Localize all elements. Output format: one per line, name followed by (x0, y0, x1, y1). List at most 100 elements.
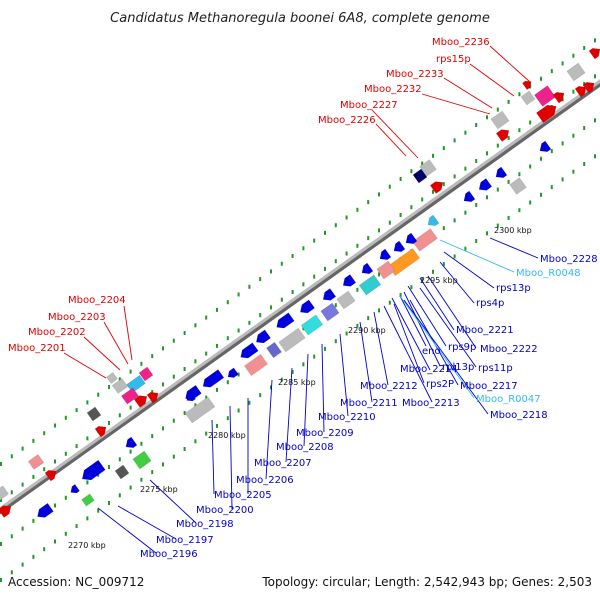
guide-dot (583, 46, 586, 50)
guide-dot (302, 362, 305, 367)
gene-block (539, 140, 552, 153)
guide-dot (572, 169, 575, 174)
guide-dot (496, 223, 499, 228)
gene-label: Mboo_2207 (254, 458, 312, 469)
guide-dot (280, 261, 283, 266)
gene-label: Mboo_R0047 (476, 394, 541, 405)
guide-dot (334, 303, 337, 308)
gene-block (419, 159, 437, 177)
gene-block (552, 91, 565, 104)
leader-line (393, 303, 425, 384)
guide-dot (399, 293, 402, 297)
gene-block (534, 85, 556, 107)
leader-line (373, 311, 389, 386)
gene-block (121, 387, 139, 405)
guide-dot (540, 192, 542, 197)
guide-dot (226, 416, 229, 421)
gene-block (393, 240, 406, 253)
leader-line (97, 507, 157, 554)
tick-label: 2270 kbp (68, 541, 106, 550)
guide-dot (345, 215, 348, 220)
guide-dot (540, 76, 542, 81)
guide-dot (64, 415, 67, 420)
gene-block (522, 80, 532, 90)
guide-dot (356, 323, 359, 328)
gene-block (495, 166, 508, 179)
guide-dot (194, 359, 197, 364)
guide-dot (226, 380, 229, 385)
guide-dot (518, 208, 521, 213)
leader-line (403, 299, 489, 415)
gene-block (133, 395, 148, 408)
guide-dot (550, 185, 553, 190)
gene-label: Mboo_2236 (432, 37, 490, 48)
guide-dot (162, 426, 164, 431)
leader-line (419, 287, 477, 368)
guide-dot (518, 172, 521, 177)
guide-dot (453, 138, 456, 143)
guide-dot (21, 562, 24, 567)
gene-label: Mboo_2201 (8, 343, 66, 354)
guide-dot (378, 228, 380, 233)
gene-block (81, 459, 106, 481)
guide-dot (486, 151, 488, 156)
guide-dot (356, 287, 359, 292)
guide-dot (151, 434, 154, 439)
guide-dot (54, 539, 56, 544)
guide-dot (97, 392, 100, 397)
guide-dot (140, 361, 143, 366)
guide-dot (572, 53, 575, 58)
gene-block (300, 314, 324, 336)
gene-block (44, 469, 57, 482)
guide-dot (129, 485, 132, 490)
guide-dot (183, 367, 186, 371)
guide-dot (54, 503, 56, 508)
gene-label: Mboo_2206 (236, 475, 294, 486)
guide-dot (378, 308, 380, 313)
gene-block (588, 47, 600, 60)
guide-dot (367, 236, 370, 241)
guide-dot (32, 554, 35, 559)
gene-block (299, 299, 315, 314)
guide-dot (270, 385, 272, 390)
gene-block (244, 353, 268, 377)
guide-dot (291, 254, 294, 258)
guide-dot (291, 370, 294, 374)
guide-dot (572, 89, 575, 94)
leader-line (391, 297, 431, 371)
guide-dot (205, 431, 208, 436)
leader-line (383, 305, 433, 403)
guide-dot (140, 441, 143, 446)
leader-line (103, 321, 129, 365)
gene-block (132, 450, 152, 470)
guide-dot (421, 197, 424, 202)
gene-block (70, 484, 80, 494)
guide-dot (421, 277, 424, 282)
gene-block (358, 274, 382, 296)
guide-dot (324, 230, 326, 235)
tick-label: 2300 kbp (494, 226, 532, 235)
guide-dot (183, 331, 186, 335)
guide-dot (270, 269, 272, 274)
gene-label: Mboo_2228 (540, 254, 598, 265)
leader-line (421, 93, 491, 115)
guide-dot (64, 531, 67, 536)
gene-block (427, 214, 440, 227)
labels-right: Mboo_2228 Mboo_R0048 rps13p rps4p Mboo_2… (140, 254, 598, 560)
guide-dot (172, 338, 175, 343)
guide-dot (453, 218, 456, 223)
gene-label: Mboo_2208 (276, 442, 334, 453)
guide-dot (64, 495, 67, 500)
guide-dot (216, 387, 218, 392)
gene-block (278, 327, 306, 353)
tick-label: 2285 kbp (278, 378, 316, 387)
gene-block (106, 372, 118, 384)
gene-label: Mboo_2202 (28, 327, 86, 338)
guide-dot (345, 331, 348, 336)
guide-dot (550, 149, 553, 154)
leader-line (375, 123, 407, 157)
guide-dot (561, 141, 564, 146)
gene-label: rps2P (426, 379, 454, 390)
gene-block (412, 228, 438, 252)
guide-dot (313, 238, 316, 243)
